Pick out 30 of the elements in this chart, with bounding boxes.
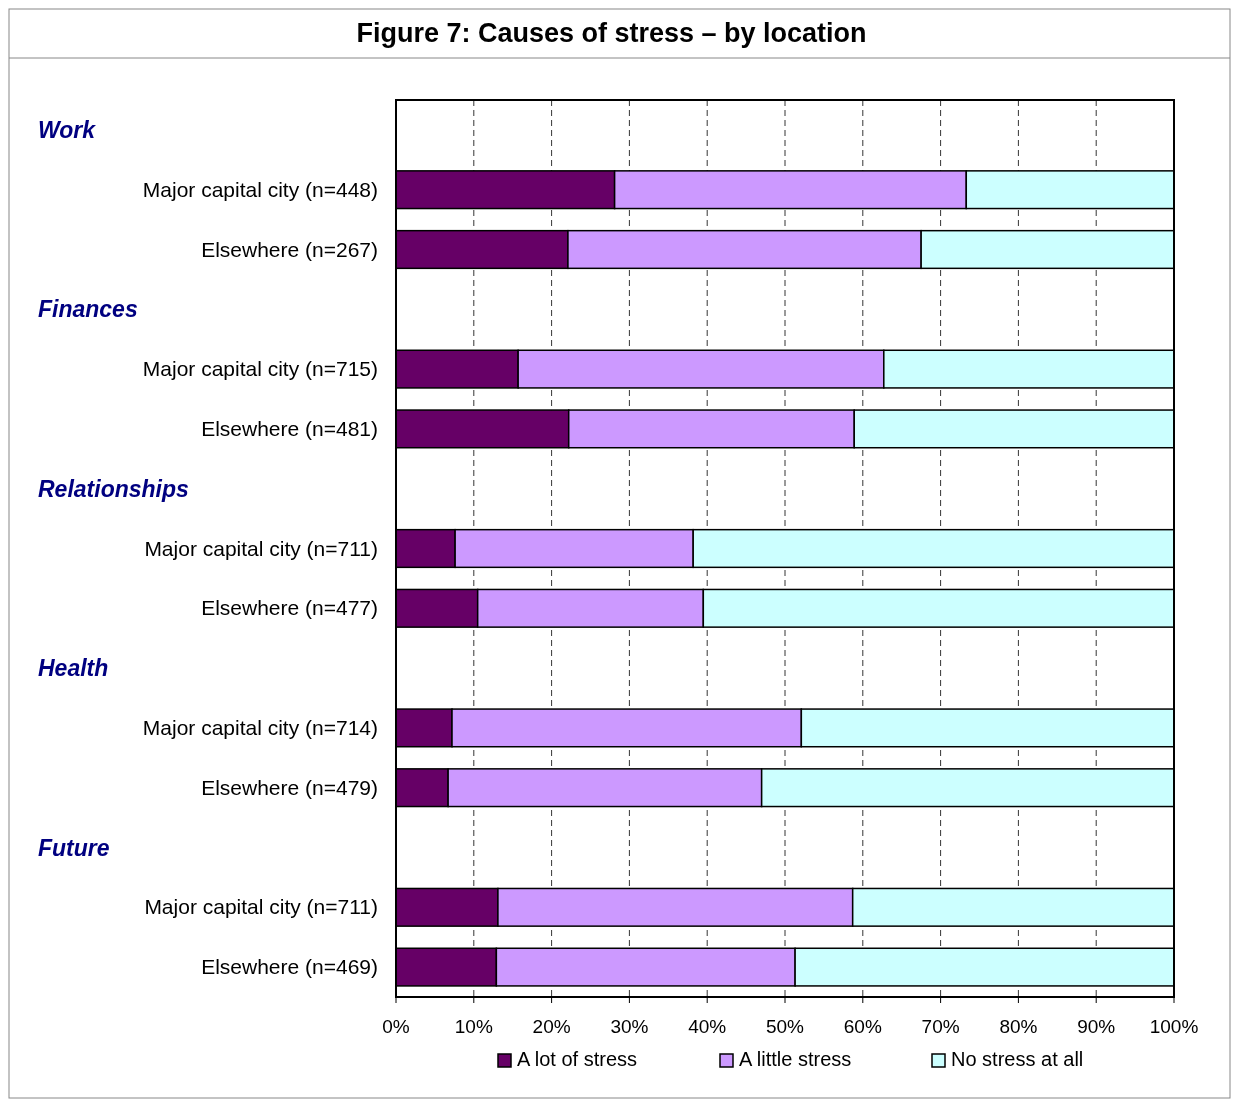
x-tick-label: 80% <box>999 1016 1038 1037</box>
y-tick-label: Elsewhere (n=469) <box>201 955 378 979</box>
text: Relationships <box>38 475 189 502</box>
y-tick-label: Elsewhere (n=479) <box>201 775 378 799</box>
y-tick-label: Major capital city (n=715) <box>142 357 378 381</box>
y-tick-label: Major capital city (n=711) <box>144 895 378 919</box>
text: Future <box>38 834 110 861</box>
text: Finances <box>38 296 138 323</box>
y-tick-label: Major capital city (n=714) <box>142 715 378 739</box>
x-tick-label: 10% <box>454 1016 493 1037</box>
x-tick-label: 40% <box>688 1016 727 1037</box>
y-tick-label: Elsewhere (n=267) <box>201 237 378 261</box>
legend-label: No stress at all <box>951 1048 1084 1070</box>
legend-label: A little stress <box>739 1048 852 1070</box>
x-tick-label: 50% <box>765 1016 805 1037</box>
y-tick-label: Elsewhere (n=477) <box>201 596 378 620</box>
x-tick-label: 70% <box>921 1016 960 1037</box>
x-tick-label: 60% <box>843 1016 882 1037</box>
y-tick-label: Major capital city (n=448) <box>142 177 378 201</box>
x-tick-label: 20% <box>532 1016 571 1037</box>
text: Work <box>38 116 97 143</box>
text: Health <box>38 655 109 682</box>
x-tick-label: 90% <box>1077 1016 1116 1037</box>
x-tick-label: 0% <box>382 1016 410 1037</box>
y-tick-label: Elsewhere (n=481) <box>201 416 378 440</box>
chart-title: Figure 7: Causes of stress – by location <box>356 18 867 48</box>
y-tick-label: Major capital city (n=711) <box>144 536 378 560</box>
legend-label: A lot of stress <box>517 1048 638 1070</box>
x-tick-label: 30% <box>610 1016 649 1037</box>
x-tick-label: 100% <box>1149 1016 1199 1037</box>
